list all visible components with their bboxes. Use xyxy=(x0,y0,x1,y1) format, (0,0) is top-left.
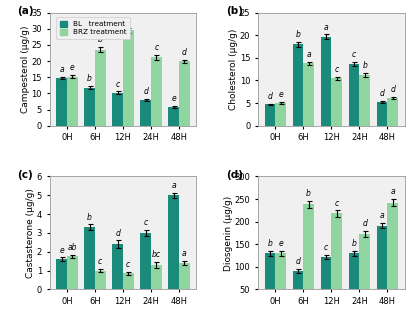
Text: d: d xyxy=(380,89,385,99)
Text: bc: bc xyxy=(152,250,161,259)
Bar xyxy=(303,204,314,312)
Bar xyxy=(349,253,359,312)
Text: (a): (a) xyxy=(17,6,34,16)
Text: c: c xyxy=(324,243,328,252)
Text: d: d xyxy=(182,48,187,57)
Bar xyxy=(151,57,161,126)
Bar xyxy=(293,271,303,312)
Text: c: c xyxy=(154,43,159,52)
Bar xyxy=(359,75,370,126)
Text: d: d xyxy=(268,92,273,101)
Text: e: e xyxy=(70,63,75,72)
Text: c: c xyxy=(335,65,339,74)
Bar xyxy=(56,259,67,289)
Bar xyxy=(275,103,286,126)
Bar xyxy=(169,107,179,126)
Bar xyxy=(67,77,78,126)
Text: d: d xyxy=(362,219,367,228)
Bar xyxy=(303,63,314,126)
Text: a: a xyxy=(59,65,64,74)
Bar xyxy=(112,244,123,289)
Bar xyxy=(321,257,331,312)
Bar xyxy=(169,195,179,289)
Bar xyxy=(84,87,95,126)
Text: c: c xyxy=(116,80,120,89)
Text: b: b xyxy=(268,239,273,248)
Text: ab: ab xyxy=(67,243,77,252)
Text: (b): (b) xyxy=(225,6,243,16)
Text: a: a xyxy=(171,181,176,190)
Y-axis label: Castasterone (μg/g): Castasterone (μg/g) xyxy=(26,188,35,278)
Bar xyxy=(84,227,95,289)
Text: a: a xyxy=(182,249,187,258)
Text: a: a xyxy=(306,50,311,59)
Bar xyxy=(112,93,123,126)
Bar xyxy=(265,104,275,126)
Bar xyxy=(293,44,303,126)
Bar xyxy=(387,203,398,312)
Text: b: b xyxy=(351,239,356,248)
Text: e: e xyxy=(171,94,176,103)
Bar xyxy=(56,78,67,126)
Bar xyxy=(179,61,190,126)
Text: d: d xyxy=(143,87,148,96)
Bar xyxy=(140,233,151,289)
Text: c: c xyxy=(126,260,131,269)
Bar xyxy=(331,213,342,312)
Text: a: a xyxy=(126,16,131,25)
Bar xyxy=(95,271,106,289)
Legend: BL   treatment, BRZ treatment: BL treatment, BRZ treatment xyxy=(56,17,130,39)
Text: d: d xyxy=(115,229,120,238)
Text: b: b xyxy=(296,30,300,39)
Text: b: b xyxy=(362,61,367,70)
Bar xyxy=(321,37,331,126)
Bar xyxy=(349,64,359,126)
Bar xyxy=(359,234,370,312)
Text: b: b xyxy=(306,189,311,198)
Bar xyxy=(331,78,342,126)
Text: e: e xyxy=(278,90,283,99)
Bar xyxy=(140,100,151,126)
Text: b: b xyxy=(87,213,92,222)
Text: a: a xyxy=(390,187,395,196)
Text: a: a xyxy=(324,23,328,31)
Text: e: e xyxy=(59,245,64,255)
Text: b: b xyxy=(87,74,92,83)
Text: c: c xyxy=(98,257,102,266)
Text: c: c xyxy=(144,218,148,227)
Text: (d): (d) xyxy=(225,170,243,180)
Bar xyxy=(387,98,398,126)
Text: e: e xyxy=(278,239,283,248)
Bar xyxy=(123,273,133,289)
Y-axis label: Campesterol (μg/g): Campesterol (μg/g) xyxy=(21,25,30,113)
Text: d: d xyxy=(390,85,395,94)
Text: (c): (c) xyxy=(17,170,33,180)
Text: c: c xyxy=(352,50,356,59)
Bar xyxy=(179,263,190,289)
Bar xyxy=(151,265,161,289)
Text: b: b xyxy=(98,35,103,45)
Bar xyxy=(67,256,78,289)
Text: c: c xyxy=(335,198,339,208)
Text: d: d xyxy=(296,257,300,266)
Y-axis label: Diosgenin (μg/g): Diosgenin (μg/g) xyxy=(224,195,233,271)
Bar xyxy=(123,31,133,126)
Text: a: a xyxy=(380,211,385,220)
Bar xyxy=(377,102,387,126)
Bar xyxy=(265,253,275,312)
Bar xyxy=(275,253,286,312)
Bar xyxy=(95,50,106,126)
Bar xyxy=(377,226,387,312)
Y-axis label: Cholesterol (μg/g): Cholesterol (μg/g) xyxy=(230,29,238,110)
